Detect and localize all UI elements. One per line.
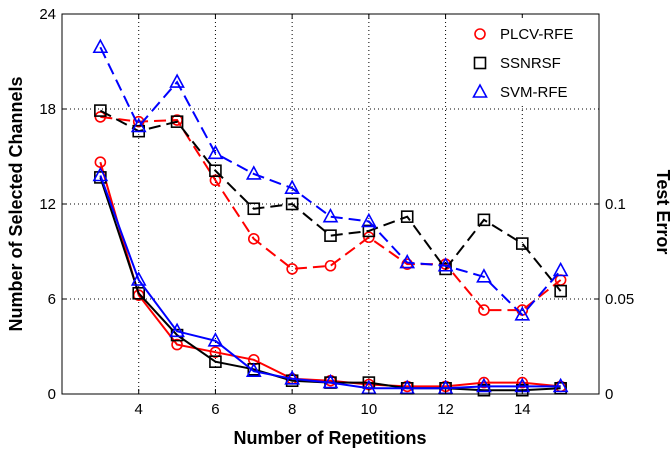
test-error-point [322,373,339,389]
channels-point [476,268,492,283]
y2-axis-label: Test Error [653,170,672,255]
test-error-point [552,377,569,393]
test-error-point [284,370,300,385]
channels-point [554,284,567,298]
channels-point [286,263,298,275]
channels-point [477,213,491,227]
x-tick-label: 14 [514,401,531,418]
test-error-point [399,379,416,395]
channels-point [247,202,261,216]
channels-point [363,231,375,244]
channels-point [362,224,376,238]
channels-point [324,259,337,272]
legend-label: SSNRSF [500,55,561,72]
channels-point [361,212,377,228]
legend-label: PLCV-RFE [500,26,573,43]
test-error-point [245,362,262,378]
channels-line [100,115,562,312]
y2-tick-label: 0 [605,386,613,403]
channels-point [130,117,147,133]
grid-lines [62,14,599,394]
channels-point [324,229,337,242]
y-tick-label: 18 [39,101,56,118]
test-error-point [132,286,146,300]
channels-point [552,261,569,277]
channels-point [169,73,185,88]
x-tick-label: 8 [288,401,296,418]
channels-line [99,46,562,317]
channels-point [247,233,260,245]
legend-marker [474,28,486,40]
x-axis-label: Number of Repetitions [233,428,426,448]
channels-point [285,197,299,211]
legend-marker [472,83,488,98]
channels-point [322,207,339,223]
test-error-point [478,376,490,389]
test-error-point [209,346,222,359]
channels-point [478,304,490,316]
y-axis-label: Number of Selected Channels [6,76,26,331]
channels-point [515,237,529,250]
channels-point [92,38,109,54]
test-error-point [171,338,183,351]
y2-tick-label: 0.05 [605,291,634,308]
y-tick-label: 6 [48,291,56,308]
legend-box [455,18,593,106]
test-error-point [207,332,224,347]
legend-marker [473,56,487,70]
x-tick-label: 12 [437,401,454,418]
y2-tick-label: 0.1 [605,196,626,213]
test-error-point [476,377,492,393]
y-tick-label: 0 [48,386,56,403]
test-error-point [209,355,222,369]
test-error-point [92,166,109,182]
test-error-line [99,161,561,388]
x-tick-label: 4 [135,401,143,418]
channels-line [99,109,562,292]
channels-point [94,104,107,117]
y-tick-label: 12 [39,196,56,213]
channels-point [437,257,454,272]
x-tick-label: 10 [361,401,378,418]
test-error-point [169,322,185,338]
channels-point [170,115,184,128]
channels-point [400,210,414,223]
y-tick-label: 24 [39,6,56,23]
x-tick-label: 6 [211,401,219,418]
legend-label: SVM-RFE [500,84,568,101]
series-svm-rfe [92,38,569,395]
test-error-line [99,175,561,390]
series-layer [92,38,569,397]
channels-point [399,253,416,269]
channels-point [514,306,531,321]
axis-ticks: 4 6 8 10 12 14 6 12 18 24 0 0 0.05 0.1 [39,6,634,418]
channels-point [207,144,224,160]
channels-point [209,164,222,178]
test-error-point [516,376,529,389]
channels-point [245,165,262,180]
legend: PLCV-RFE SSNRSF SVM-RFE [455,18,593,106]
channels-point [94,111,107,123]
channels-point [209,174,222,187]
test-error-point [130,271,147,286]
channels-point [284,179,300,194]
